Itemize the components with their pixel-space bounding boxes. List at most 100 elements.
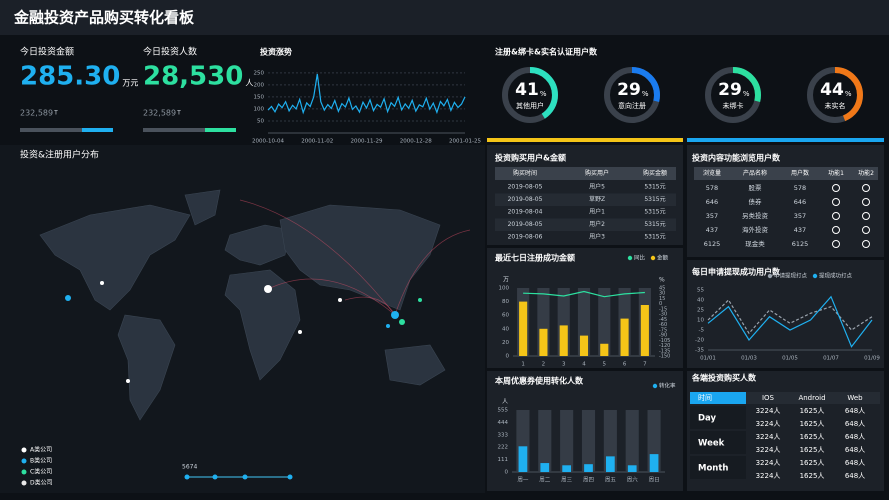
chart-title: 投资涨势 <box>260 47 292 57</box>
x-tick-label: 01/07 <box>823 356 839 362</box>
y2-tick-label: -150 <box>659 354 670 360</box>
table-cell: 股票 <box>749 184 763 192</box>
kpi-unit: 万元 <box>122 79 138 88</box>
page-title: 金融投资产品购买转化看板 <box>13 9 195 27</box>
table-cell: 2019-08-05 <box>508 196 543 203</box>
row-tab: Month <box>698 464 728 474</box>
panel <box>687 145 884 257</box>
tab-active <box>690 392 746 404</box>
gauge-value: 29 <box>617 80 641 100</box>
table-cell: 3224人 <box>756 472 781 480</box>
legend-label: A类公司 <box>30 446 52 454</box>
dot <box>65 295 71 301</box>
line <box>523 290 645 298</box>
bar <box>605 456 615 472</box>
x-tick-label: 2000-11-29 <box>351 139 383 145</box>
kpi-sub: 232,589 <box>20 109 53 118</box>
dot <box>338 298 342 302</box>
legend-dot <box>652 383 658 389</box>
table-cell: 3224人 <box>756 420 781 428</box>
table-cell: 648人 <box>845 472 865 480</box>
y-tick-label: -20 <box>695 338 704 344</box>
table-cell: 648人 <box>845 459 865 467</box>
axis-unit: 万 <box>503 277 509 284</box>
table-header: 用户数 <box>791 169 809 177</box>
y-tick-label: 25 <box>697 308 704 314</box>
kpi-sub-unit: T <box>176 110 181 117</box>
y-tick-label: 100 <box>254 106 265 112</box>
bar <box>627 465 637 472</box>
y-tick-label: 80 <box>502 299 509 305</box>
gauge-value: 44 <box>820 80 844 100</box>
row-bg <box>495 193 676 206</box>
bar-background <box>625 410 639 472</box>
dot <box>399 319 405 325</box>
bar <box>620 318 629 356</box>
table-cell: 648人 <box>845 420 865 428</box>
y-tick-label: 333 <box>498 432 509 438</box>
slider-handle[interactable] <box>184 474 190 480</box>
slider-handle[interactable] <box>212 474 218 480</box>
radio <box>862 226 870 234</box>
y-tick-label: 150 <box>254 94 265 100</box>
gauge-label: 未实名 <box>825 101 846 110</box>
gauge-value: 41 <box>515 80 539 100</box>
panel-title: 各端投资购买人数 <box>691 373 757 383</box>
dot <box>418 298 422 302</box>
table-cell: 6125 <box>792 240 809 248</box>
progress-track <box>143 128 236 132</box>
x-tick-label: 周一 <box>517 477 529 484</box>
x-tick-label: 01/09 <box>864 356 880 362</box>
table-cell: 草野Z <box>589 195 605 203</box>
table-header: Android <box>798 394 825 402</box>
y2-tick-label: -75 <box>659 327 667 333</box>
table-cell: 1625人 <box>800 459 825 467</box>
kpi-sub-unit: T <box>53 110 58 117</box>
table-cell: 5315元 <box>644 221 665 228</box>
table-cell: 6125 <box>704 240 721 248</box>
gauge-label: 未绑卡 <box>723 101 744 110</box>
table-cell: 648人 <box>845 433 865 441</box>
table-cell: 357 <box>706 212 718 220</box>
continent <box>117 314 176 421</box>
slider-handle[interactable] <box>287 474 293 480</box>
table-cell: 357 <box>794 212 806 220</box>
x-tick-label: 7 <box>643 362 647 368</box>
flow-lines <box>239 199 471 316</box>
table-cell: 债券 <box>749 197 763 206</box>
kpi-label: 今日投资金额 <box>20 46 74 58</box>
table-cell: 3224人 <box>756 446 781 454</box>
table-header: 功能1 <box>828 169 844 177</box>
continent <box>224 224 291 266</box>
y-tick-label: -35 <box>695 348 704 354</box>
table-header: IOS <box>762 394 775 402</box>
kpi-label: 今日投资人数 <box>143 46 197 58</box>
y2-tick-label: -60 <box>659 322 667 328</box>
legend-label: 金额 <box>657 254 669 262</box>
legend-label: D类公司 <box>30 479 53 487</box>
bar <box>584 464 593 472</box>
table-cell: 646 <box>706 198 718 206</box>
y-tick-label: 20 <box>502 340 509 346</box>
legend-dot <box>21 480 27 486</box>
table-cell: 2019-08-05 <box>508 221 543 228</box>
bar-background <box>581 410 596 472</box>
legend-dot <box>812 273 818 279</box>
radio <box>862 198 870 206</box>
table-cell: 648人 <box>845 446 865 454</box>
slider-handle[interactable] <box>242 474 248 480</box>
x-tick-label: 2001-01-25 <box>449 139 481 145</box>
y2-tick-label: 30 <box>659 291 665 297</box>
table-cell: 5315元 <box>644 234 665 241</box>
panel-title: 投资内容功能浏览用户数 <box>692 153 781 163</box>
kpi-unit: 人 <box>245 79 253 88</box>
y2-tick-label: -120 <box>659 343 670 349</box>
gauge-value: 29 <box>718 80 742 100</box>
tab <box>690 456 746 479</box>
chart-title: 本周优惠券使用转化人数 <box>494 376 584 386</box>
radio <box>862 240 870 248</box>
axis-unit: 人 <box>502 399 508 406</box>
table-cell: 578 <box>706 184 718 192</box>
table-cell: 1625人 <box>800 472 825 480</box>
